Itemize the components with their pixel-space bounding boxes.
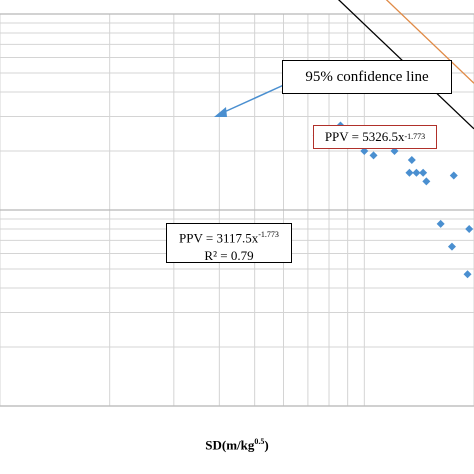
data-point xyxy=(419,168,428,177)
confidence-line-callout: 95% confidence line xyxy=(282,60,452,94)
data-point xyxy=(405,168,414,177)
x-axis-label: SD(m/kg0.5) xyxy=(0,437,474,453)
x-axis-label-sup: 0.5 xyxy=(254,437,265,446)
fit-line-upper xyxy=(385,0,474,84)
lower-equation-label: PPV = 3117.5x xyxy=(179,230,259,246)
upper-equation-exponent: -1.773 xyxy=(404,132,426,141)
annotation-arrow xyxy=(221,83,287,114)
upper-equation-box: PPV = 5326.5x -1.773 xyxy=(313,125,437,149)
data-point xyxy=(422,177,431,186)
annotation-arrow-head xyxy=(214,107,227,117)
x-axis-label-tail: ) xyxy=(264,437,269,453)
data-point xyxy=(369,151,378,160)
upper-equation-label: PPV = 5326.5x xyxy=(324,129,405,144)
data-point xyxy=(412,168,421,177)
data-point xyxy=(447,242,456,251)
data-point xyxy=(407,155,416,164)
data-point xyxy=(436,219,445,228)
r-squared-label: R² = 0.79 xyxy=(204,248,254,264)
lower-equation-box: PPV = 3117.5x-1.773 R² = 0.79 xyxy=(166,223,292,263)
confidence-line-label: 95% confidence line xyxy=(305,68,429,85)
lower-equation-exponent: -1.773 xyxy=(258,230,279,239)
data-point xyxy=(449,171,458,180)
x-axis-label-text: SD(m/kg xyxy=(205,437,255,453)
data-point xyxy=(463,270,472,279)
data-point xyxy=(465,224,474,233)
